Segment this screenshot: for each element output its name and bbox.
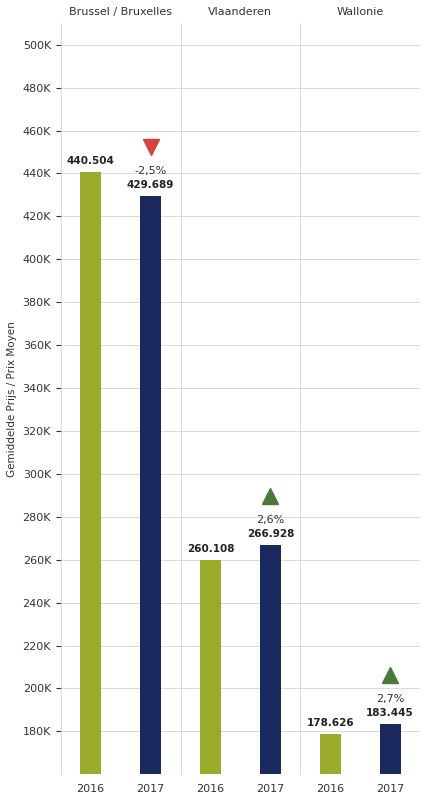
Text: 2,6%: 2,6% bbox=[256, 515, 284, 525]
Text: -2,5%: -2,5% bbox=[134, 166, 166, 175]
Text: 429.689: 429.689 bbox=[127, 179, 174, 190]
Title: Vlaanderen: Vlaanderen bbox=[208, 7, 272, 17]
Title: Brussel / Bruxelles: Brussel / Bruxelles bbox=[69, 7, 172, 17]
Text: 266.928: 266.928 bbox=[246, 529, 294, 539]
Title: Wallonie: Wallonie bbox=[336, 7, 383, 17]
Y-axis label: Gemiddelde Prijs / Prix Moyen: Gemiddelde Prijs / Prix Moyen bbox=[7, 321, 17, 477]
Bar bbox=[199, 560, 220, 801]
Text: 440.504: 440.504 bbox=[66, 156, 114, 167]
Bar bbox=[379, 724, 400, 801]
Text: 260.108: 260.108 bbox=[186, 544, 233, 553]
Text: 2,7%: 2,7% bbox=[375, 694, 403, 704]
Text: 178.626: 178.626 bbox=[306, 718, 353, 728]
Bar bbox=[80, 172, 101, 801]
Bar bbox=[259, 545, 280, 801]
Text: 183.445: 183.445 bbox=[366, 708, 413, 718]
Bar bbox=[319, 735, 340, 801]
Bar bbox=[140, 195, 161, 801]
